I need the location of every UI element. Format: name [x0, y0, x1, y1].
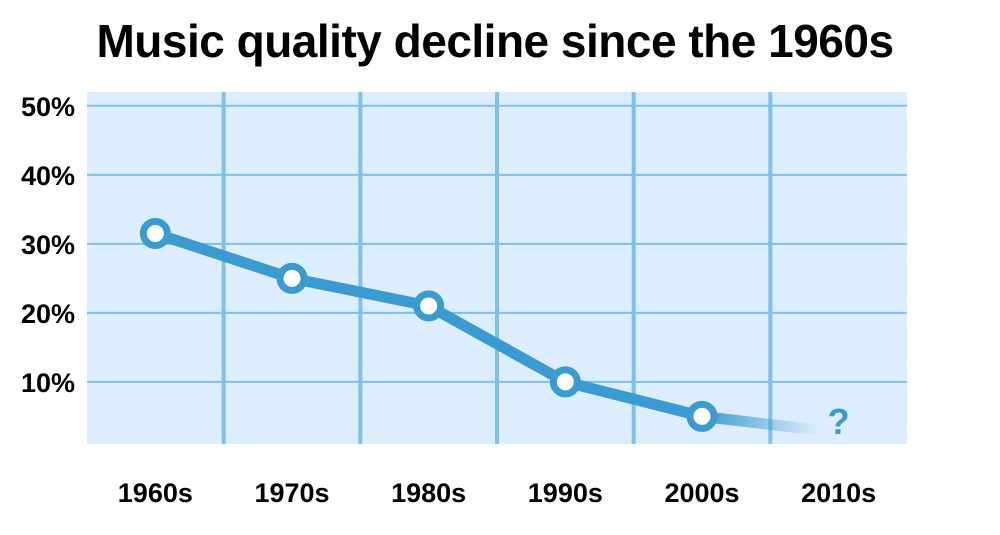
x-tick-label: 2000s [664, 478, 739, 508]
x-tick-label: 1990s [528, 478, 603, 508]
x-tick-label: 1980s [391, 478, 466, 508]
data-point-1990s [549, 366, 581, 398]
y-axis-tick-labels: 10% 20% 30% 40% 50% [21, 92, 75, 398]
series-trailing-fade-segment [696, 410, 825, 436]
x-tick-label: 1960s [118, 478, 193, 508]
data-point-1960s [139, 217, 171, 249]
data-point-1970s [276, 262, 308, 294]
x-axis-tick-labels: 1960s 1970s 1980s 1990s 2000s 2010s [118, 478, 876, 508]
y-tick-label: 50% [21, 92, 75, 122]
trailing-annotation: ? [828, 401, 850, 442]
y-tick-label: 10% [21, 368, 75, 398]
data-point-markers [139, 217, 718, 432]
y-tick-label: 30% [21, 230, 75, 260]
x-tick-label: 2010s [801, 478, 876, 508]
vertical-gridlines [221, 92, 773, 444]
y-tick-label: 20% [21, 299, 75, 329]
x-tick-label: 1970s [254, 478, 329, 508]
y-tick-label: 40% [21, 161, 75, 191]
data-point-2000s [686, 400, 718, 432]
data-point-1980s [413, 290, 445, 322]
chart-title: Music quality decline since the 1960s [96, 15, 894, 67]
